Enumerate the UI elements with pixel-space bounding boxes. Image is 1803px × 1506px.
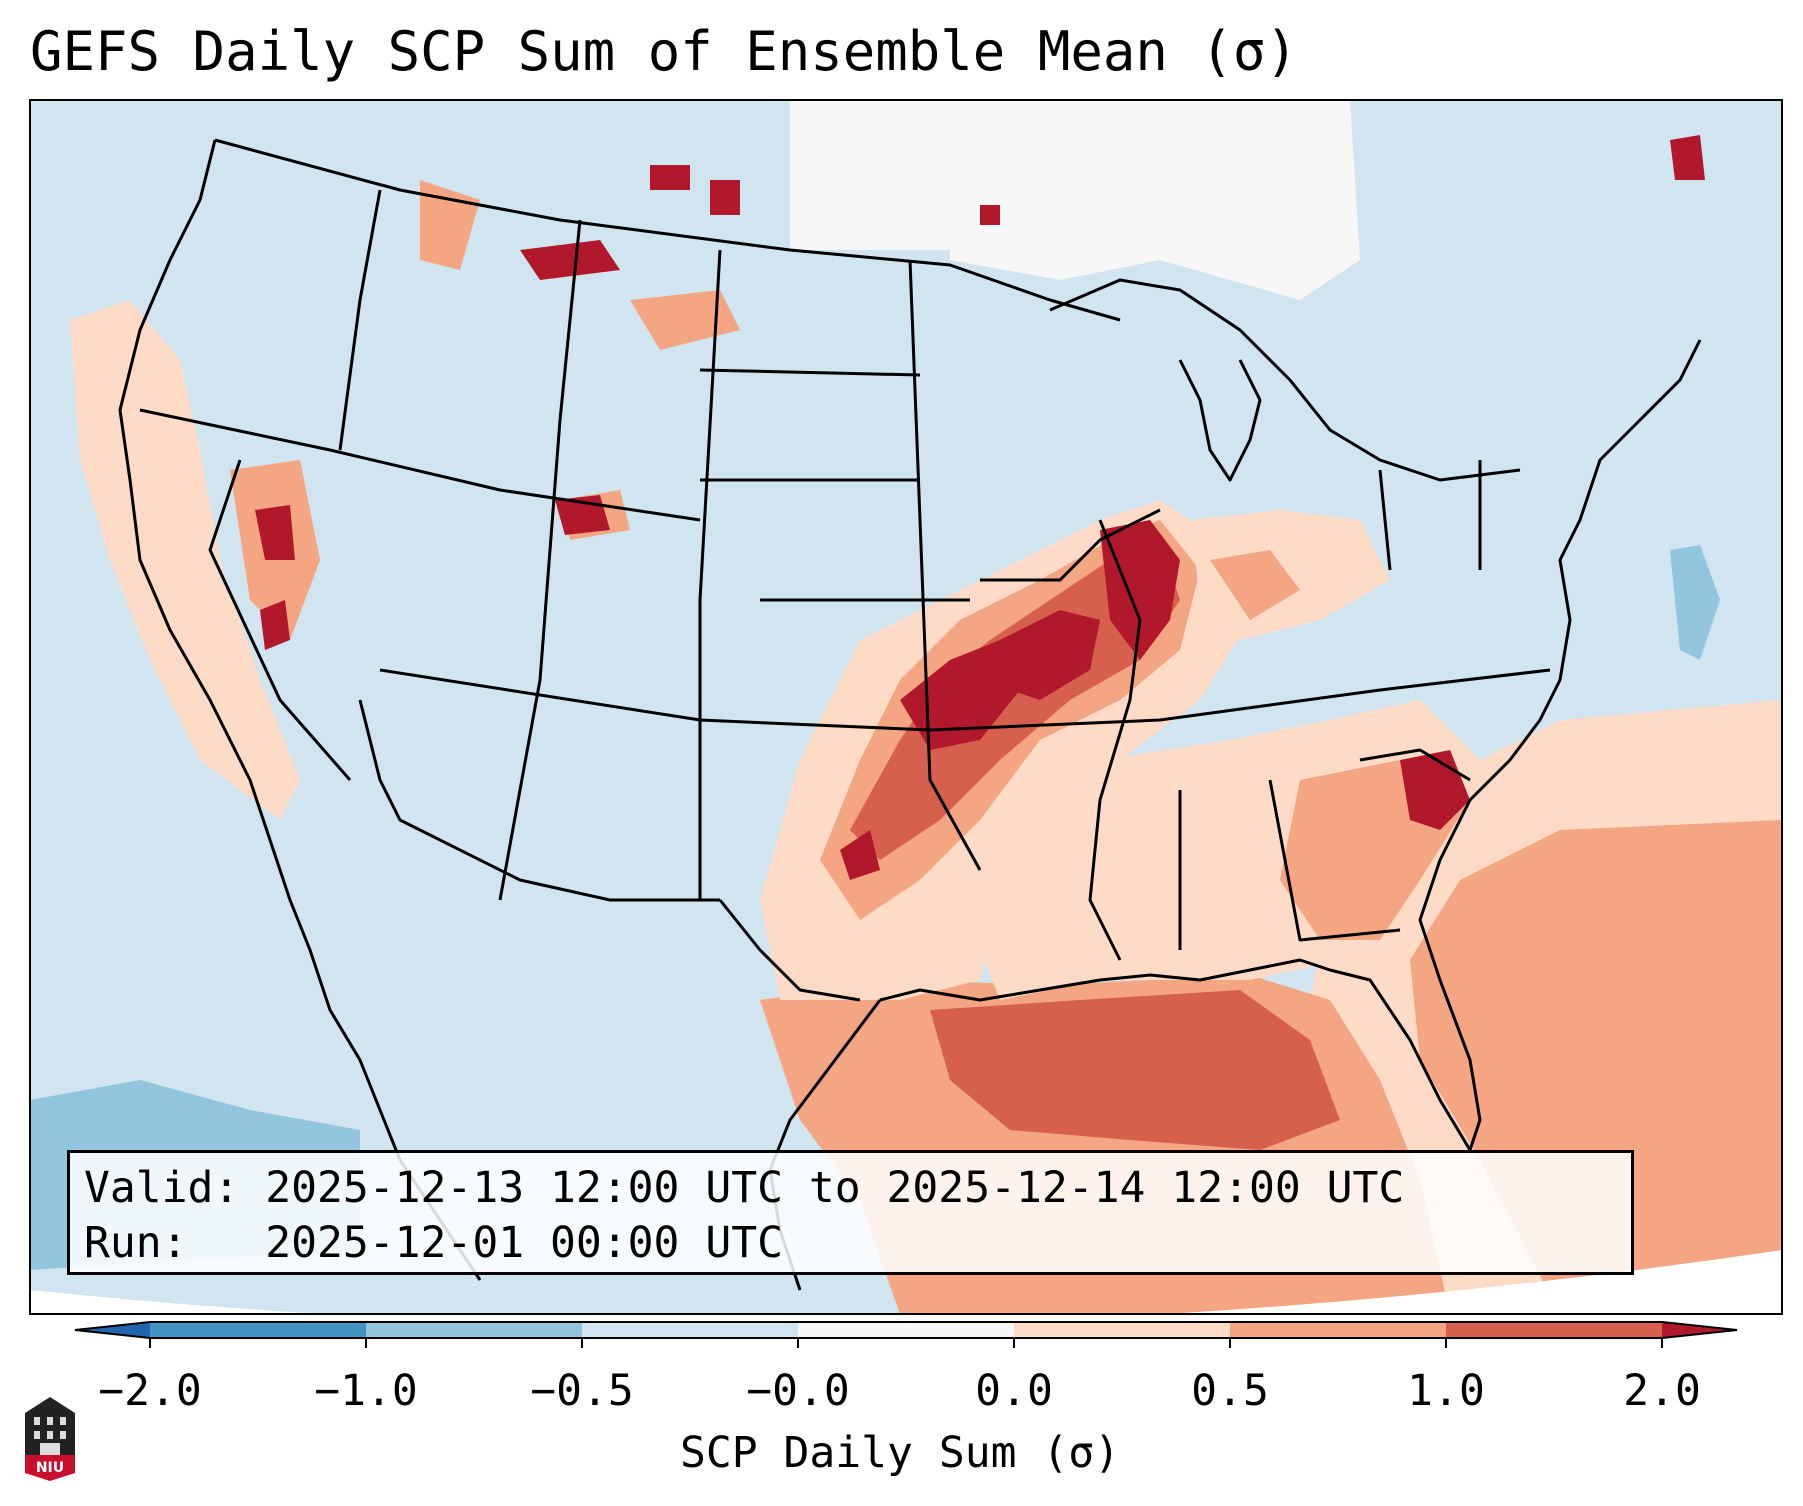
montana-east-warm	[630, 290, 740, 350]
alberta-max	[650, 165, 690, 190]
colorbar-bin	[1446, 1322, 1662, 1338]
pacific-coastline	[118, 139, 482, 1281]
arkansas-missouri-max	[1000, 610, 1100, 700]
nevada-california-line	[208, 459, 352, 781]
colorbar-tick-label: 1.0	[1407, 1366, 1485, 1416]
colorbar-ticks	[149, 1338, 1663, 1348]
colorbar-label: SCP Daily Sum (σ)	[679, 1428, 1121, 1478]
projection-edge	[30, 1250, 1782, 1314]
idaho-line	[338, 189, 382, 451]
colorbar-tick-label: 2.0	[1623, 1366, 1701, 1416]
colorbar-bin	[1014, 1322, 1230, 1338]
colorbar-bin	[366, 1322, 582, 1338]
gulf-atlantic-coastline	[879, 339, 1702, 1152]
near-zero-region-north-dakota	[790, 100, 950, 250]
carolina-line	[1359, 748, 1471, 782]
utah-colorado-line	[498, 219, 582, 901]
atlantic-cool-spot	[1670, 545, 1720, 660]
nevada-max	[255, 505, 295, 560]
colorbar-tick-label: −2.0	[98, 1366, 202, 1416]
saskatchewan-max	[710, 180, 740, 215]
chart-title: GEFS Daily SCP Sum of Ensemble Mean (σ)	[30, 20, 1298, 83]
svg-text:NIU: NIU	[36, 1460, 64, 1476]
colorbar-bin	[1230, 1322, 1446, 1338]
california-max	[260, 600, 290, 650]
indiana-warm	[1210, 550, 1300, 620]
montana-max	[520, 240, 620, 280]
great-lakes-outline	[1049, 278, 1521, 482]
niu-logo: NIU	[25, 1397, 75, 1481]
valid-run-info-box: Valid: 2025-12-13 12:00 UTC to 2025-12-1…	[67, 1150, 1634, 1275]
canada-border	[214, 138, 1121, 322]
mexico-border	[358, 699, 720, 902]
colorbar	[74, 1321, 1738, 1348]
map-frame	[29, 99, 1783, 1315]
rio-grande	[718, 899, 861, 1002]
gulf-enhanced	[930, 990, 1340, 1150]
southeast-state-lines	[1178, 779, 1401, 950]
illinois-max	[1100, 520, 1180, 660]
colorbar-tick-label: −0.0	[746, 1366, 850, 1416]
valid-time-text: Valid: 2025-12-13 12:00 UTC to 2025-12-1…	[84, 1163, 1405, 1213]
colorbar-tick-label: −1.0	[314, 1366, 418, 1416]
missouri-line	[980, 508, 1161, 582]
quebec-max	[1670, 135, 1705, 180]
dakota-line	[699, 368, 921, 377]
southern-state-line	[379, 668, 1551, 732]
run-time-text: Run: 2025-12-01 00:00 UTC	[84, 1218, 783, 1268]
colorbar-bin	[150, 1322, 366, 1338]
missouri-max	[900, 640, 1020, 750]
texas-max	[840, 830, 880, 880]
colorbar-extend-left	[75, 1322, 150, 1338]
colorbar-bin	[582, 1322, 798, 1338]
ohio-valley-light-warm	[1190, 510, 1390, 640]
near-zero-region-ontario	[950, 100, 1360, 300]
colorbar-extend-right	[1662, 1322, 1737, 1338]
colorbar-tick-label: 0.0	[975, 1366, 1053, 1416]
state-line-north	[139, 408, 701, 522]
plains-east-line	[908, 259, 982, 871]
mississippi-river	[1088, 519, 1142, 961]
west-coast-light-warm	[70, 300, 300, 820]
lake-michigan	[1178, 359, 1262, 482]
colorado-kansas-line	[698, 249, 722, 900]
colorbar-bin	[798, 1322, 1014, 1338]
manitoba-max	[980, 205, 1000, 225]
northeast-state-lines	[1378, 460, 1482, 571]
colorbar-tick-label: 0.5	[1191, 1366, 1269, 1416]
boundaries	[118, 138, 1702, 1291]
colorbar-tick-label: −0.5	[530, 1366, 634, 1416]
